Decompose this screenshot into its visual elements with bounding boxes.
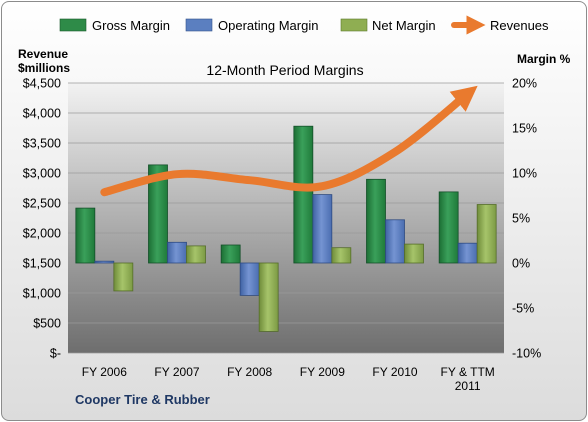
y-right-tick-label: -5% xyxy=(512,302,534,316)
y-left-tick-label: $2,000 xyxy=(23,227,61,241)
net-margin-bar xyxy=(404,243,424,264)
y-right-tick-label: 0% xyxy=(512,257,530,271)
revenue-line xyxy=(100,85,478,197)
y-left-tick-label: $3,000 xyxy=(23,167,61,181)
company-name: Cooper Tire & Rubber xyxy=(75,392,210,407)
x-tick-label-line2: 2011 xyxy=(455,379,481,393)
revenue-line-path xyxy=(100,85,478,197)
y-left-tick-label: $4,000 xyxy=(23,107,61,121)
net-margin-bar xyxy=(258,262,279,332)
x-tick-label: FY 2007 xyxy=(154,365,199,379)
y-right-tick-label: 15% xyxy=(512,122,537,136)
legend-label-gross-margin: Gross Margin xyxy=(92,18,170,33)
y-left-tick-label: $4,500 xyxy=(23,77,61,91)
operating-margin-bar xyxy=(457,242,478,264)
net-margin-bar xyxy=(186,245,206,264)
gross-margin-bar xyxy=(438,191,459,264)
x-tick-label: FY 2006 xyxy=(82,365,127,379)
axis-ticks: $4,500 $4,000 $3,500 $3,000 $2,500 $2,000 $1,5… xyxy=(23,77,541,394)
y-left-label-line2: $millions xyxy=(18,61,70,75)
y-left-tick-label: $2,500 xyxy=(23,197,61,211)
legend: Gross Margin Operating Margin Net Margin… xyxy=(59,15,549,35)
legend-swatch-gross-margin xyxy=(59,18,87,32)
net-margin-bar xyxy=(113,262,134,292)
gross-margin-bar xyxy=(366,178,386,264)
net-margin-bar xyxy=(476,204,497,264)
gross-margin-bar xyxy=(75,207,96,264)
operating-margin-bar xyxy=(239,262,260,296)
gross-margin-bar xyxy=(220,244,241,264)
gridlines xyxy=(68,82,504,354)
y-right-tick-label: 5% xyxy=(512,212,530,226)
operating-margin-bar xyxy=(312,194,333,264)
y-right-label: Margin % xyxy=(517,52,571,66)
gross-margin-bar xyxy=(293,125,314,264)
x-tick-label: FY 2008 xyxy=(227,365,272,379)
legend-label-operating-margin: Operating Margin xyxy=(218,18,318,33)
gross-margin-bar xyxy=(148,164,168,264)
legend-swatch-net-margin xyxy=(340,18,368,32)
legend-label-revenues: Revenues xyxy=(490,18,549,33)
y-right-tick-label: 10% xyxy=(512,167,537,181)
y-left-tick-label: $1,000 xyxy=(23,287,61,301)
y-right-tick-label: 20% xyxy=(512,77,537,91)
y-left-tick-label: $500 xyxy=(33,317,61,331)
y-left-tick-label: $1,500 xyxy=(23,257,61,271)
legend-swatch-operating-margin xyxy=(185,18,213,32)
y-left-tick-label: $3,500 xyxy=(23,137,61,151)
net-margin-bar xyxy=(331,247,352,264)
x-tick-label: FY & TTM xyxy=(441,365,495,379)
y-left-label-line1: Revenue xyxy=(18,47,68,61)
operating-margin-bar xyxy=(94,260,115,264)
legend-label-net-margin: Net Margin xyxy=(372,18,436,33)
operating-margin-bar xyxy=(167,241,187,264)
x-tick-label: FY 2010 xyxy=(372,365,417,379)
bars xyxy=(75,125,497,332)
chart-title: 12-Month Period Margins xyxy=(206,62,363,78)
operating-margin-bar xyxy=(385,219,405,264)
x-tick-label: FY 2009 xyxy=(300,365,345,379)
y-left-tick-label: $- xyxy=(50,347,61,361)
y-right-tick-label: -10% xyxy=(512,347,541,361)
